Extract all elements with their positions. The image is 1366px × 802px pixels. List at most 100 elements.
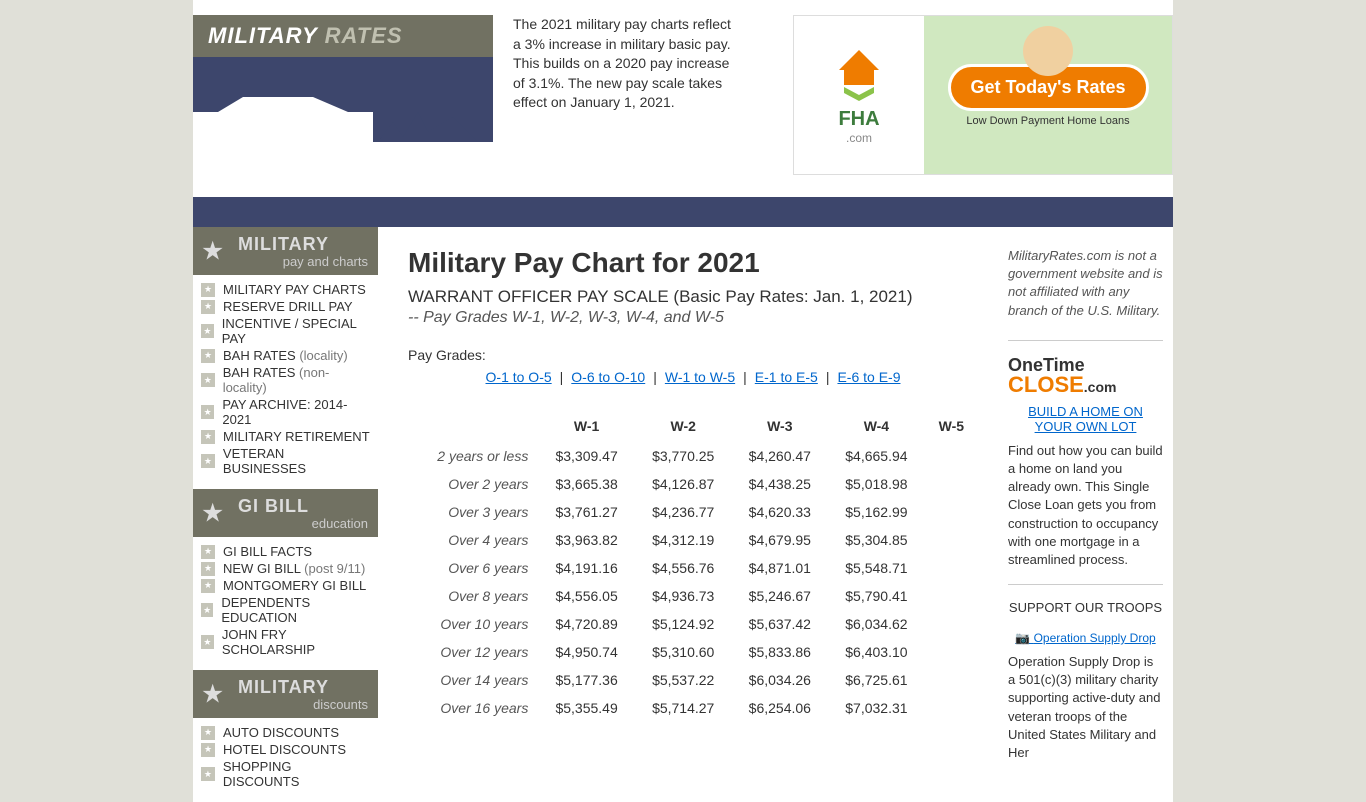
col-header: W-3 [732, 410, 829, 442]
cell: $4,950.74 [538, 638, 635, 666]
nav-item-label: SHOPPING DISCOUNTS [223, 759, 370, 789]
col-header: W-5 [925, 410, 978, 442]
nav-item-label: DEPENDENTS EDUCATION [221, 595, 370, 625]
blue-bar [193, 197, 1173, 227]
pay-grade-link[interactable]: E-6 to E-9 [837, 369, 900, 385]
star-bullet-icon: ★ [201, 767, 215, 781]
col-header: W-2 [635, 410, 732, 442]
pay-grade-link[interactable]: O-1 to O-5 [486, 369, 552, 385]
star-bullet-icon: ★ [201, 324, 214, 338]
fha-logo: FHA .com [794, 45, 924, 145]
table-row: 2 years or less$3,309.47$3,770.25$4,260.… [408, 442, 978, 470]
nav-item[interactable]: ★MILITARY RETIREMENT [193, 428, 378, 445]
star-bullet-icon: ★ [201, 726, 215, 740]
nav-item[interactable]: ★GI BILL FACTS [193, 543, 378, 560]
nav-item[interactable]: ★VETERAN BUSINESSES [193, 445, 378, 477]
nav-list: ★AUTO DISCOUNTS★HOTEL DISCOUNTS★SHOPPING… [193, 718, 378, 802]
osd-image-link[interactable]: Operation Supply Drop [1015, 631, 1155, 645]
cell [925, 666, 978, 694]
cell: $5,548.71 [828, 554, 925, 582]
nav-item[interactable]: ★BAH RATES (locality) [193, 347, 378, 364]
disclaimer: MilitaryRates.com is not a government we… [1008, 247, 1163, 320]
pay-table: W-1W-2W-3W-4W-52 years or less$3,309.47$… [408, 410, 978, 722]
cell: $4,620.33 [732, 498, 829, 526]
col-header: W-4 [828, 410, 925, 442]
cell: $4,126.87 [635, 470, 732, 498]
table-row: Over 10 years$4,720.89$5,124.92$5,637.42… [408, 610, 978, 638]
row-label: Over 12 years [408, 638, 538, 666]
cell [925, 498, 978, 526]
cell: $5,304.85 [828, 526, 925, 554]
nav-item-label: BAH RATES (locality) [223, 348, 348, 363]
otc-3: .com [1084, 379, 1117, 395]
star-icon: ★ [201, 680, 224, 709]
divider [1008, 584, 1163, 585]
cell: $4,438.25 [732, 470, 829, 498]
row-label: Over 14 years [408, 666, 538, 694]
ad-area: FHA .com Get Today's Rates Low Down Paym… [753, 15, 1173, 197]
cell: $6,725.61 [828, 666, 925, 694]
nav-item[interactable]: ★DEPENDENTS EDUCATION [193, 594, 378, 626]
nav-title-2: pay and charts [238, 255, 368, 269]
cell: $5,018.98 [828, 470, 925, 498]
site-logo[interactable]: MILITARY RATES [193, 15, 493, 57]
cell: $4,312.19 [635, 526, 732, 554]
nav-item[interactable]: ★INCENTIVE / SPECIAL PAY [193, 315, 378, 347]
row-label: Over 2 years [408, 470, 538, 498]
cell [925, 694, 978, 722]
nav-item[interactable]: ★NEW GI BILL (post 9/11) [193, 560, 378, 577]
cell: $5,162.99 [828, 498, 925, 526]
table-row: Over 12 years$4,950.74$5,310.60$5,833.86… [408, 638, 978, 666]
onetimeclose-logo[interactable]: OneTime CLOSE.com [1008, 356, 1163, 396]
pay-grade-links: O-1 to O-5|O-6 to O-10|W-1 to W-5|E-1 to… [408, 369, 978, 385]
table-row: Over 16 years$5,355.49$5,714.27$6,254.06… [408, 694, 978, 722]
cell: $7,032.31 [828, 694, 925, 722]
table-header-row: W-1W-2W-3W-4W-5 [408, 410, 978, 442]
link-separator: | [743, 369, 747, 385]
nav-item[interactable]: ★AUTO DISCOUNTS [193, 724, 378, 741]
page-title: Military Pay Chart for 2021 [408, 247, 978, 279]
table-row: Over 6 years$4,191.16$4,556.76$4,871.01$… [408, 554, 978, 582]
row-label: Over 16 years [408, 694, 538, 722]
build-home-link[interactable]: BUILD A HOME ON YOUR OWN LOT [1008, 404, 1163, 434]
star-bullet-icon: ★ [201, 373, 215, 387]
link-separator: | [826, 369, 830, 385]
nav-item[interactable]: ★MILITARY PAY CHARTS [193, 281, 378, 298]
support-troops-heading: SUPPORT OUR TROOPS [1008, 600, 1163, 615]
nav-item[interactable]: ★HOTEL DISCOUNTS [193, 741, 378, 758]
cell: $5,124.92 [635, 610, 732, 638]
nav-item-label: MONTGOMERY GI BILL [223, 578, 366, 593]
nav-item[interactable]: ★RESERVE DRILL PAY [193, 298, 378, 315]
right-sidebar: MilitaryRates.com is not a government we… [1008, 227, 1173, 802]
columns: ★MILITARYpay and charts★MILITARY PAY CHA… [193, 227, 1173, 802]
table-row: Over 3 years$3,761.27$4,236.77$4,620.33$… [408, 498, 978, 526]
nav-item-label: MILITARY RETIREMENT [223, 429, 370, 444]
cell: $5,246.67 [732, 582, 829, 610]
pay-grades-label: Pay Grades: [408, 347, 978, 363]
pay-grade-link[interactable]: O-6 to O-10 [571, 369, 645, 385]
row-label: Over 3 years [408, 498, 538, 526]
cell: $6,034.26 [732, 666, 829, 694]
nav-item[interactable]: ★MONTGOMERY GI BILL [193, 577, 378, 594]
fha-text: FHA [794, 108, 924, 131]
star-bullet-icon: ★ [201, 562, 215, 576]
nav-item[interactable]: ★BAH RATES (non-locality) [193, 364, 378, 396]
row-label: Over 8 years [408, 582, 538, 610]
nav-item[interactable]: ★PAY ARCHIVE: 2014-2021 [193, 396, 378, 428]
nav-section-header: ★MILITARYdiscounts [193, 670, 378, 718]
nav-item[interactable]: ★ SHOPPING DISCOUNTS [193, 758, 378, 790]
nav-item-label: PAY ARCHIVE: 2014-2021 [222, 397, 370, 427]
cell: $5,177.36 [538, 666, 635, 694]
table-row: Over 14 years$5,177.36$5,537.22$6,034.26… [408, 666, 978, 694]
fha-com: .com [794, 131, 924, 145]
nav-list: ★MILITARY PAY CHARTS★RESERVE DRILL PAY★I… [193, 275, 378, 489]
row-label: Over 6 years [408, 554, 538, 582]
cell: $5,537.22 [635, 666, 732, 694]
nav-title-2: discounts [238, 698, 368, 712]
pay-grade-link[interactable]: E-1 to E-5 [755, 369, 818, 385]
ad-banner[interactable]: FHA .com Get Today's Rates Low Down Paym… [793, 15, 1173, 175]
star-bullet-icon: ★ [201, 545, 215, 559]
nav-item[interactable]: ★JOHN FRY SCHOLARSHIP [193, 626, 378, 658]
subtitle-2: -- Pay Grades W-1, W-2, W-3, W-4, and W-… [408, 309, 978, 327]
pay-grade-link[interactable]: W-1 to W-5 [665, 369, 735, 385]
